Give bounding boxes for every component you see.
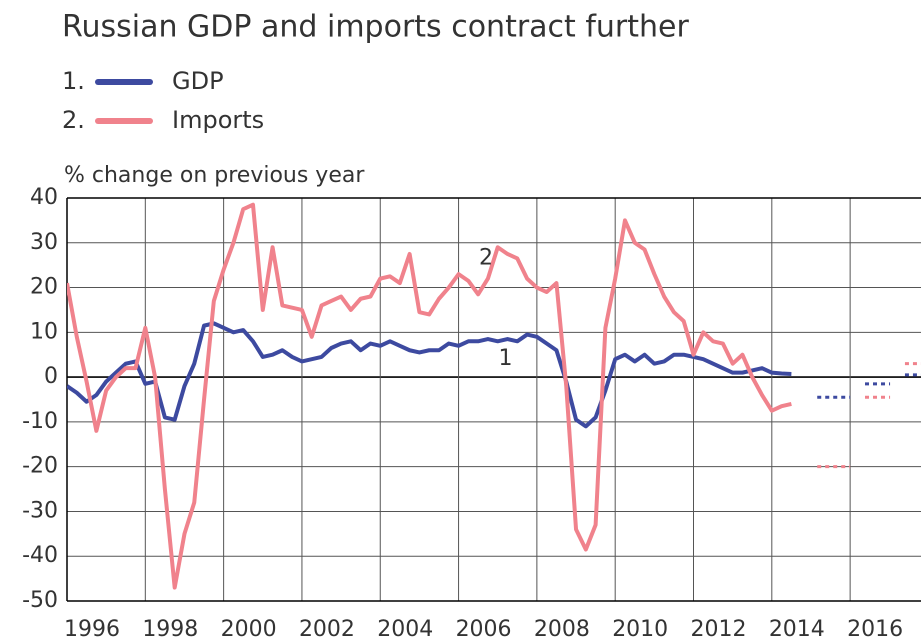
x-tick-label: 1998 (142, 617, 198, 642)
data-line (67, 321, 792, 429)
x-tick-label: 2010 (612, 617, 668, 642)
data-line (67, 202, 792, 590)
chart-title: Russian GDP and imports contract further (62, 10, 689, 45)
y-tick-label: -30 (22, 498, 58, 523)
x-tick-label: 2006 (456, 617, 512, 642)
x-tick-label: 2014 (769, 617, 825, 642)
y-tick-label: -40 (22, 543, 58, 568)
legend-label: Imports (172, 106, 264, 134)
x-tick-label: 2016 (847, 617, 903, 642)
annotation: 2 (479, 245, 493, 270)
y-tick-label: 40 (30, 185, 58, 210)
x-tick-label: 2004 (377, 617, 433, 642)
x-tick-label: 2002 (299, 617, 355, 642)
annotation: 1 (499, 346, 513, 371)
y-tick-label: 10 (30, 319, 58, 344)
legend-number: 1. (62, 67, 85, 95)
y-axis-label: % change on previous year (64, 163, 365, 188)
x-tick-label: 2012 (691, 617, 747, 642)
x-tick-label: 2008 (534, 617, 590, 642)
x-tick-label: 2000 (221, 617, 277, 642)
y-tick-label: 0 (44, 364, 58, 389)
y-tick-label: 30 (30, 230, 58, 255)
legend-number: 2. (62, 106, 85, 134)
x-tick-label: 1996 (64, 617, 120, 642)
legend-label: GDP (172, 67, 224, 95)
y-tick-label: -10 (22, 409, 58, 434)
plot-area (67, 202, 921, 590)
y-tick-label: 20 (30, 275, 58, 300)
y-tick-label: -50 (22, 588, 58, 613)
y-tick-label: -20 (22, 454, 58, 479)
